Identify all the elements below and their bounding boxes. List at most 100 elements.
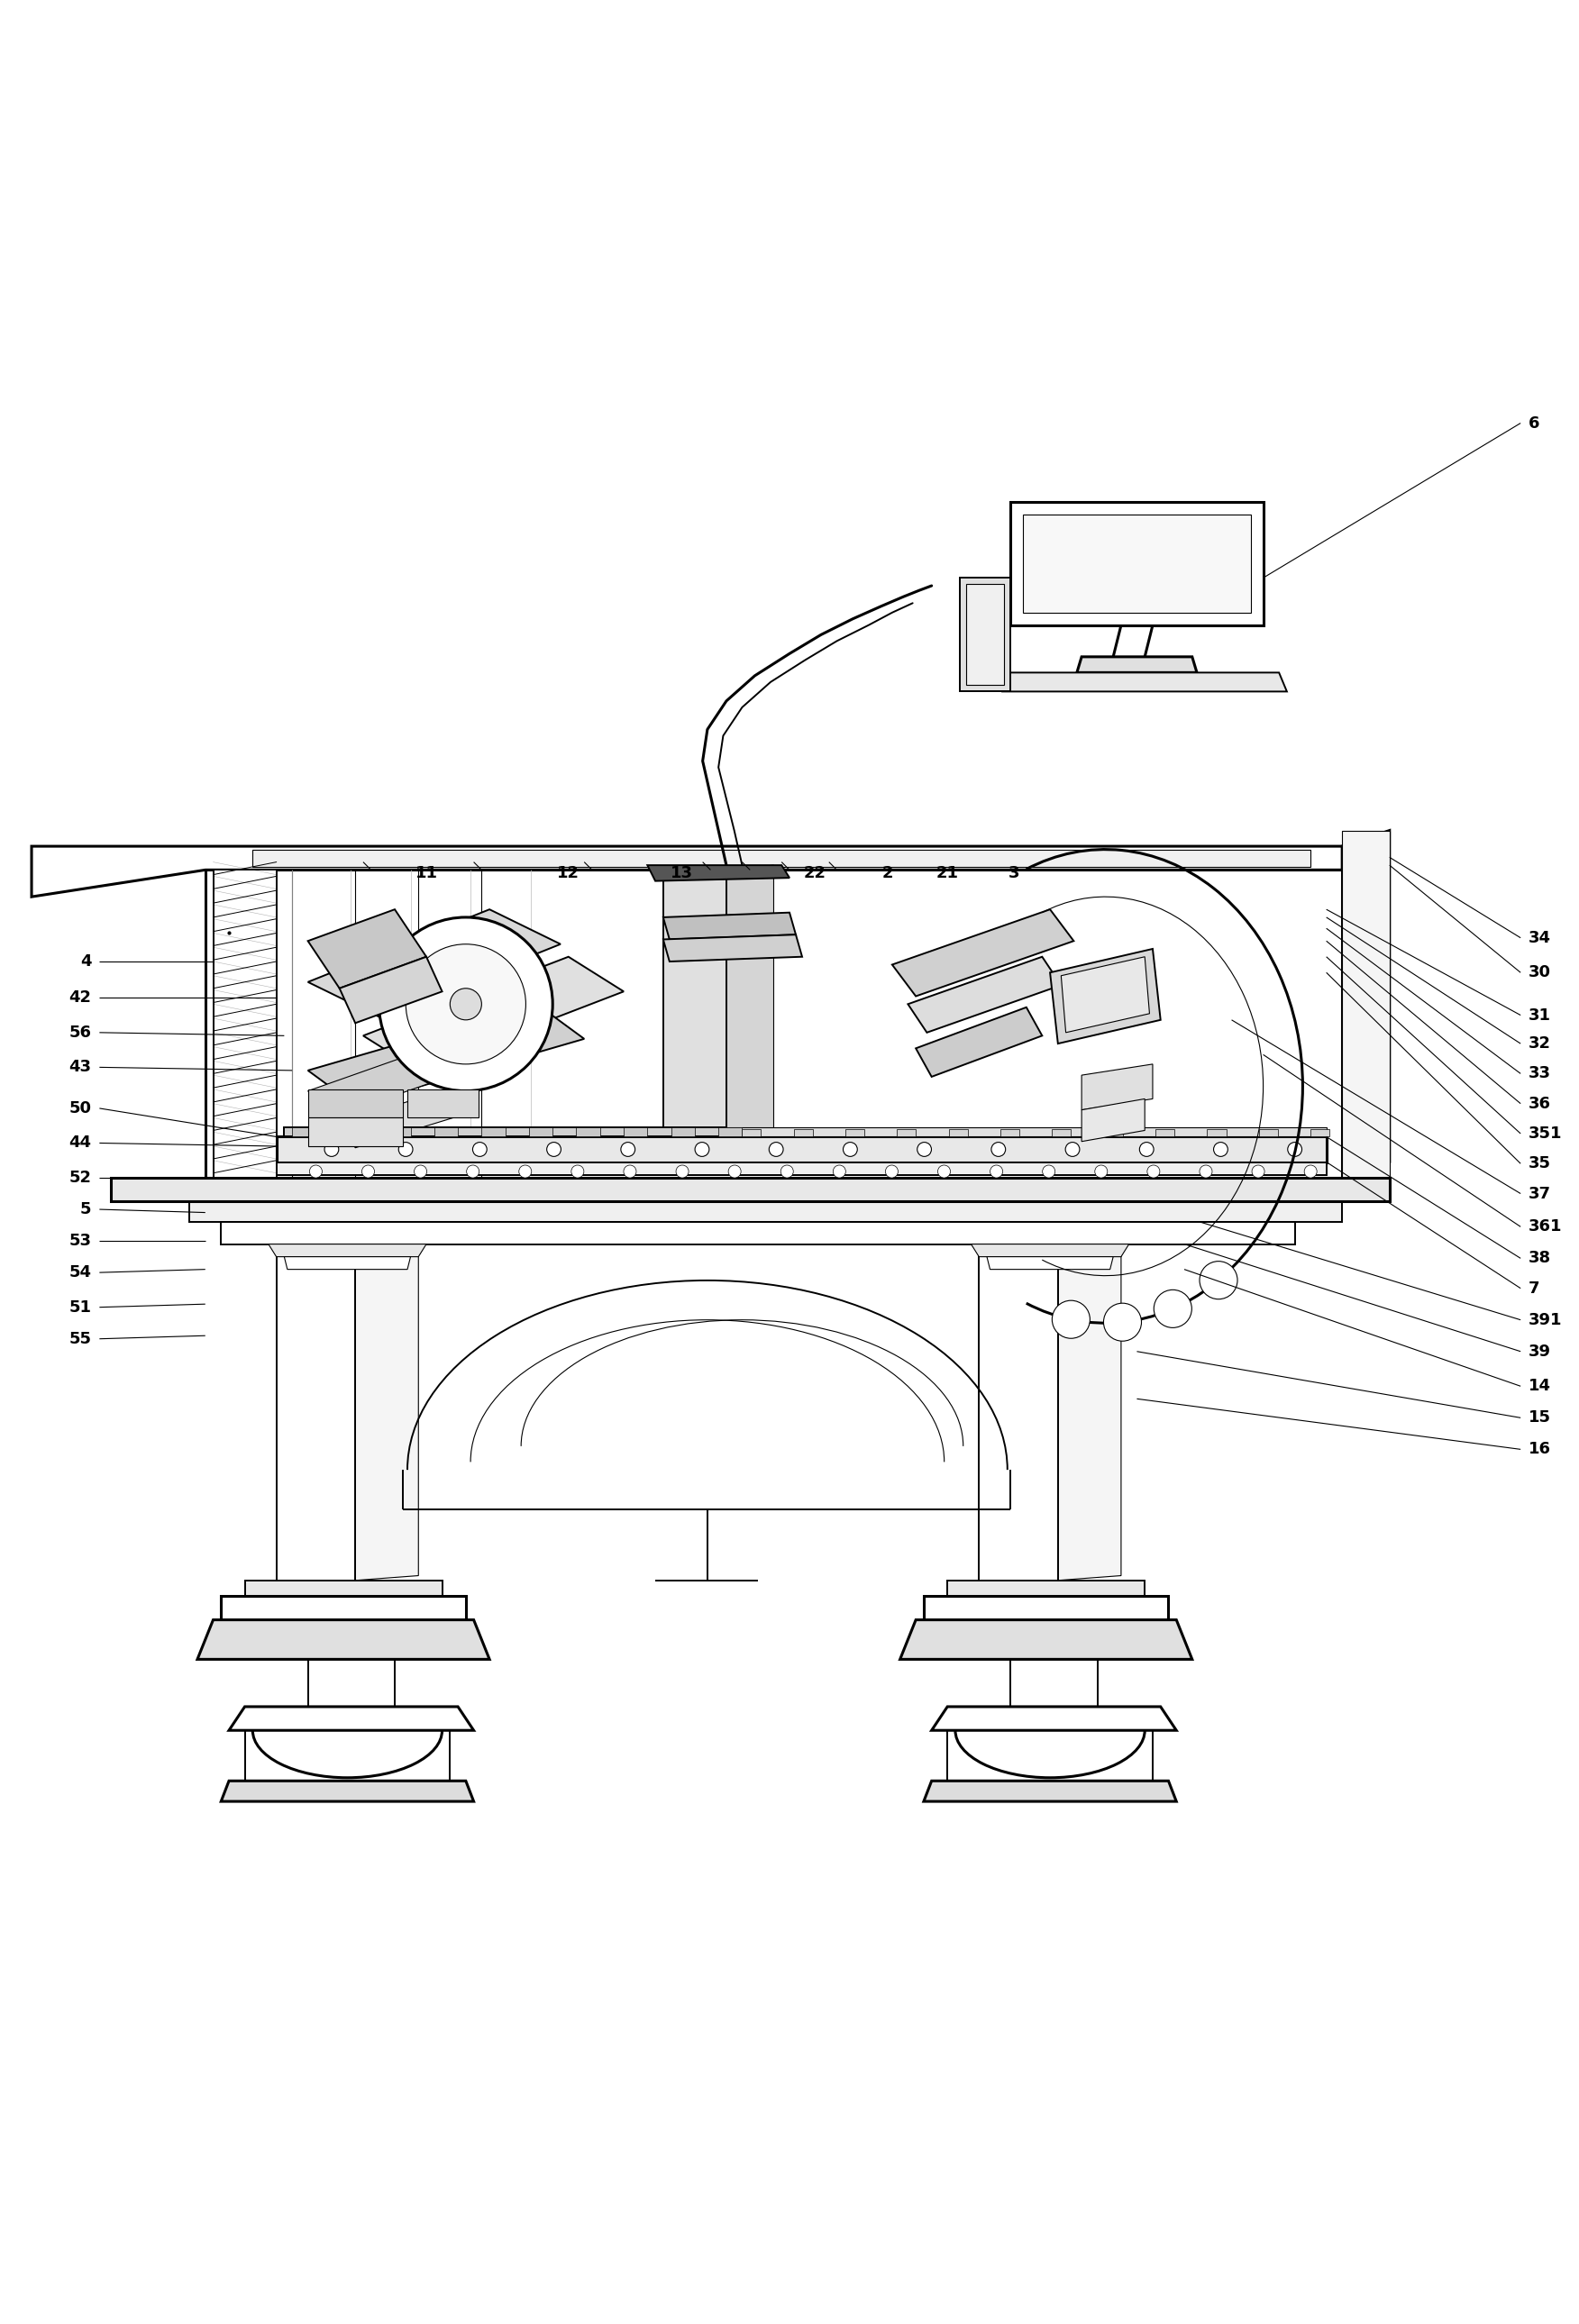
Circle shape — [624, 1164, 636, 1178]
Polygon shape — [960, 579, 1011, 693]
Bar — [1311, 1129, 1330, 1136]
Bar — [1156, 1129, 1175, 1136]
Circle shape — [1094, 1164, 1107, 1178]
Polygon shape — [1003, 672, 1287, 693]
Text: 39: 39 — [1528, 1343, 1551, 1360]
Polygon shape — [213, 869, 276, 1178]
Polygon shape — [339, 1085, 474, 1148]
Bar — [1052, 1129, 1071, 1136]
Bar — [205, 869, 1342, 1178]
Circle shape — [1154, 1290, 1192, 1327]
Polygon shape — [189, 1202, 1342, 1222]
Circle shape — [728, 1164, 741, 1178]
Polygon shape — [308, 909, 561, 1018]
Circle shape — [1287, 1143, 1301, 1157]
Circle shape — [1148, 1164, 1161, 1178]
Polygon shape — [663, 934, 802, 962]
Circle shape — [780, 1164, 793, 1178]
Circle shape — [1052, 1301, 1090, 1339]
Polygon shape — [1061, 957, 1150, 1032]
Text: 34: 34 — [1528, 930, 1551, 946]
Bar — [671, 1127, 695, 1136]
Bar — [1001, 1129, 1020, 1136]
Circle shape — [843, 1143, 857, 1157]
Polygon shape — [663, 869, 726, 1136]
Polygon shape — [966, 583, 1004, 686]
Polygon shape — [924, 1780, 1176, 1801]
Text: 13: 13 — [671, 865, 693, 881]
Circle shape — [362, 1164, 374, 1178]
Text: 2: 2 — [881, 865, 894, 881]
Text: 54: 54 — [69, 1264, 92, 1281]
Polygon shape — [1082, 1064, 1153, 1111]
Polygon shape — [268, 1243, 426, 1257]
Circle shape — [309, 1164, 322, 1178]
Polygon shape — [276, 1136, 1326, 1162]
Text: 36: 36 — [1528, 1095, 1551, 1111]
Text: 31: 31 — [1528, 1006, 1551, 1023]
Bar — [434, 1127, 458, 1136]
Circle shape — [1104, 1304, 1142, 1341]
Polygon shape — [1342, 830, 1390, 1178]
Polygon shape — [363, 957, 624, 1071]
Polygon shape — [908, 957, 1061, 1032]
Text: 11: 11 — [415, 865, 437, 881]
Text: 3: 3 — [1007, 865, 1020, 881]
Polygon shape — [987, 1257, 1113, 1269]
Bar — [339, 1127, 363, 1136]
Text: 16: 16 — [1528, 1441, 1551, 1457]
Circle shape — [834, 1164, 846, 1178]
Polygon shape — [1011, 502, 1263, 625]
Circle shape — [1200, 1262, 1238, 1299]
Polygon shape — [1342, 830, 1390, 1178]
Text: 43: 43 — [69, 1060, 92, 1076]
Polygon shape — [932, 1706, 1176, 1731]
Circle shape — [1252, 1164, 1265, 1178]
Circle shape — [466, 1164, 478, 1178]
Text: 32: 32 — [1528, 1037, 1551, 1053]
Bar — [845, 1129, 864, 1136]
Polygon shape — [1023, 514, 1251, 614]
Bar — [794, 1129, 813, 1136]
Circle shape — [917, 1143, 932, 1157]
Circle shape — [519, 1164, 532, 1178]
Polygon shape — [221, 1597, 466, 1620]
Text: 44: 44 — [69, 1134, 92, 1150]
Text: 6: 6 — [1528, 416, 1540, 432]
Polygon shape — [229, 1706, 474, 1731]
Text: 42: 42 — [69, 990, 92, 1006]
Text: 21: 21 — [936, 865, 958, 881]
Bar — [949, 1129, 968, 1136]
Bar — [387, 1127, 411, 1136]
Text: 30: 30 — [1528, 964, 1551, 981]
Bar — [742, 1129, 761, 1136]
Bar — [308, 1118, 403, 1146]
Polygon shape — [339, 957, 442, 1023]
Polygon shape — [32, 846, 1342, 897]
Circle shape — [406, 944, 526, 1064]
Circle shape — [472, 1143, 486, 1157]
Polygon shape — [221, 1222, 1295, 1243]
Polygon shape — [947, 1580, 1145, 1597]
Text: 53: 53 — [69, 1232, 92, 1248]
Polygon shape — [1077, 658, 1197, 672]
Text: 12: 12 — [557, 865, 579, 881]
Polygon shape — [900, 1620, 1192, 1659]
Text: 33: 33 — [1528, 1064, 1551, 1081]
Polygon shape — [284, 1257, 411, 1269]
Bar — [1208, 1129, 1227, 1136]
Polygon shape — [221, 1780, 474, 1801]
Circle shape — [1066, 1143, 1080, 1157]
Polygon shape — [308, 1004, 584, 1106]
Bar — [407, 1090, 478, 1118]
Bar — [529, 1127, 553, 1136]
Bar — [1104, 1129, 1123, 1136]
Text: 14: 14 — [1528, 1378, 1551, 1394]
Text: 35: 35 — [1528, 1155, 1551, 1171]
Circle shape — [324, 1143, 338, 1157]
Text: 391: 391 — [1528, 1311, 1562, 1327]
Polygon shape — [726, 1127, 1326, 1136]
Circle shape — [414, 1164, 426, 1178]
Circle shape — [450, 988, 482, 1020]
Circle shape — [621, 1143, 635, 1157]
